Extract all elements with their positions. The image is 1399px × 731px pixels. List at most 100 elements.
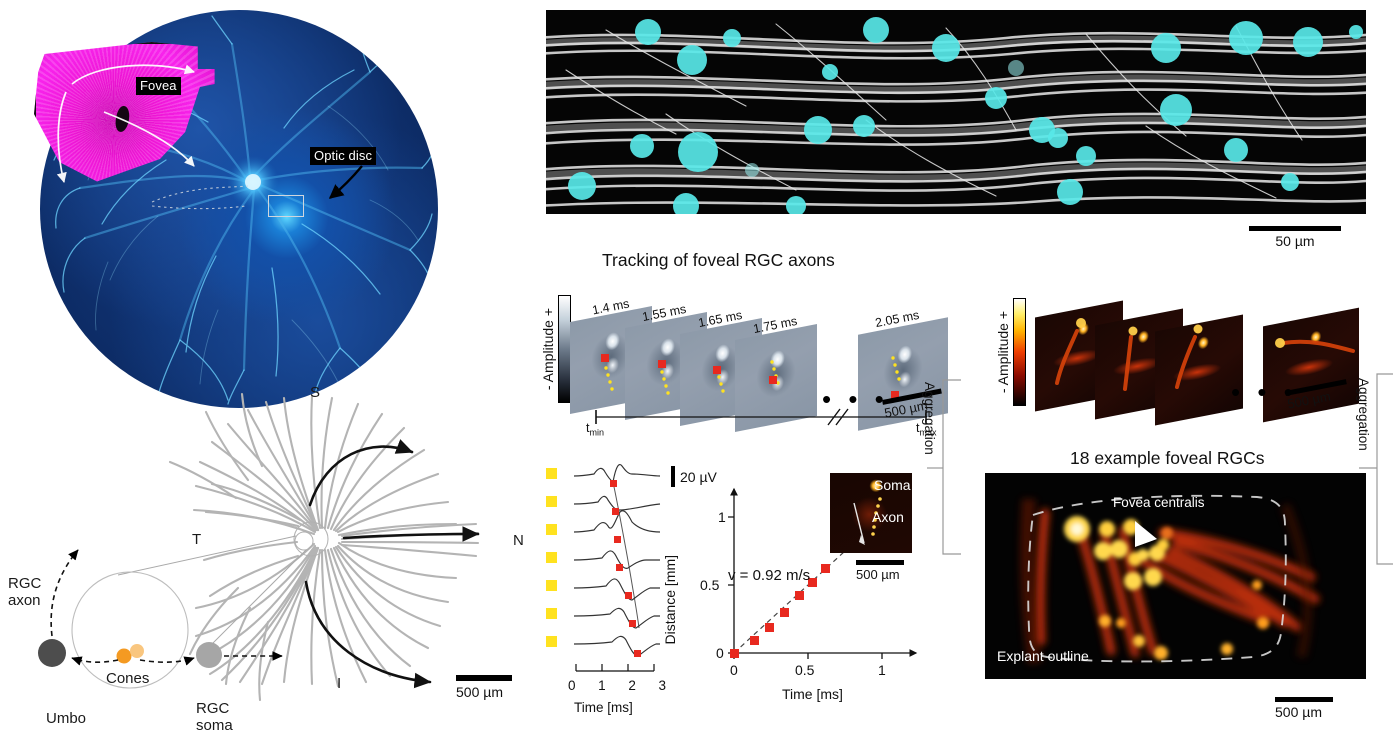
explant-outline-label: Explant outline <box>997 648 1089 664</box>
rgc-frame-stack: • • • 500 µm <box>1035 291 1399 426</box>
axon-flow-arrows <box>56 64 195 183</box>
waveform-xtick-3: 3 <box>658 678 666 693</box>
magnified-region-box <box>268 195 304 217</box>
scatter-ytick-2: 1 <box>718 509 726 525</box>
optic-disc-label: Optic disc <box>310 147 377 165</box>
distance-time-chart: 0 0.5 1 0 0.5 1 Time [ms] Distance [mm] … <box>662 455 950 725</box>
scatter-xtick-1: 0.5 <box>795 662 815 678</box>
waveform-xtick-0: 0 <box>568 678 576 693</box>
rgc-frames-panel: - Amplitude + <box>995 285 1399 450</box>
scatter-point <box>807 577 817 587</box>
schematic-panel: S T N I RGC axon Cones Umbo RGC soma 500… <box>0 370 540 731</box>
tracking-title: Tracking of foveal RGC axons <box>602 250 835 270</box>
soma-inset-scalebar: 500 µm <box>856 560 904 582</box>
label-temporal: T <box>192 531 202 548</box>
waveform-traces <box>573 463 661 657</box>
explant-panel: 18 example foveal RGCs <box>960 445 1399 731</box>
soma-inset-label: Soma <box>874 477 911 493</box>
scatter-point <box>779 607 789 617</box>
waveform-xaxis <box>575 664 655 672</box>
confocal-panel <box>546 10 1366 214</box>
waveform-xtick-2: 2 <box>628 678 636 693</box>
aggregation-bracket-right <box>1359 373 1393 565</box>
amplitude-scalebar-label: 20 µV <box>680 468 717 485</box>
schematic-scalebar-label: 500 µm <box>456 684 503 700</box>
timeline-tmin: tmin <box>586 421 604 438</box>
rgc-soma-label-line1: RGC <box>196 700 230 717</box>
fovea-label: Fovea <box>136 77 181 95</box>
confocal-scalebar: 50 µm <box>1249 226 1341 249</box>
scatter-xtick-2: 1 <box>878 662 886 678</box>
timeline-tmin-sub: min <box>589 427 604 438</box>
label-superior: S <box>310 384 321 401</box>
tracking-markers <box>601 354 901 399</box>
scatter-data-points <box>700 455 950 725</box>
waveform-panel: 20 µV 0 1 2 3 Time [ms] <box>540 460 735 725</box>
rgc-frame-traces <box>1055 318 1355 391</box>
fundus-panel: Fovea Optic disc <box>20 2 440 422</box>
timeline-tmax-sub: max <box>919 427 937 438</box>
timeline-tmax: tmax <box>916 421 937 438</box>
timeline-tmax-base: t <box>916 421 920 435</box>
axon-inset-label: Axon <box>872 509 904 525</box>
scatter-xtick-0: 0 <box>730 662 738 678</box>
waveform-channel-markers <box>546 468 557 647</box>
rgc-soma-label: RGC soma <box>196 700 233 731</box>
label-nasal: N <box>513 532 524 549</box>
soma-axon-inset: Soma Axon <box>830 473 912 553</box>
soma-axon-image <box>830 473 912 553</box>
aggregation-label-center: Aggregation <box>922 382 937 455</box>
explant-image: Fovea centralis Explant outline <box>985 473 1366 679</box>
optic-disc-arrow-icon <box>328 165 363 199</box>
cones-label: Cones <box>106 670 150 687</box>
soma-inset-scalebar-line <box>856 560 904 565</box>
explant-scalebar-line <box>1275 697 1333 702</box>
tracking-colorbar-label: - Amplitude + <box>540 307 556 391</box>
scatter-point <box>750 636 760 646</box>
explant-scalebar: 500 µm <box>1275 697 1333 720</box>
channel-square <box>546 636 557 647</box>
rgc-soma-label-line2: soma <box>196 717 233 731</box>
confocal-scalebar-line <box>1249 226 1341 231</box>
channel-square <box>546 580 557 591</box>
schematic-scalebar: 500 µm <box>456 675 512 700</box>
velocity-annotation: v = 0.92 m/s <box>728 567 811 584</box>
aggregation-label-right: Aggregation <box>1356 378 1371 451</box>
channel-square <box>546 468 557 479</box>
tracking-panel: Tracking of foveal RGC axons - Amplitude… <box>540 250 960 460</box>
tracking-colorbar: - Amplitude + <box>540 294 571 404</box>
amplitude-scalebar: 20 µV <box>671 466 717 487</box>
confocal-scalebar-label: 50 µm <box>1275 233 1315 249</box>
rgc-colorbar-gradient <box>1013 298 1026 406</box>
channel-square <box>546 608 557 619</box>
rgc-axon-label: RGC axon <box>8 575 41 609</box>
rgc-axon-label-line1: RGC <box>8 575 42 592</box>
rgc-ellipsis: • • • <box>1231 377 1298 407</box>
scatter-yaxis-label: Distance [mm] <box>662 555 678 645</box>
rgc-colorbar: - Amplitude + <box>995 297 1026 407</box>
waveform-xaxis-label: Time [ms] <box>574 700 633 715</box>
explant-title: 18 example foveal RGCs <box>1070 448 1265 468</box>
scatter-xaxis-label: Time [ms] <box>782 686 843 702</box>
fovea-centralis-label: Fovea centralis <box>1113 495 1205 510</box>
label-inferior: I <box>337 675 342 692</box>
schematic-scalebar-line <box>456 675 512 681</box>
aggregation-bracket-center <box>927 379 961 555</box>
rgc-colorbar-label: - Amplitude + <box>995 310 1011 394</box>
scatter-point <box>729 648 739 658</box>
soma-inset-scalebar-label: 500 µm <box>856 567 900 582</box>
scatter-point <box>794 591 804 601</box>
waveform-xtick-1: 1 <box>598 678 606 693</box>
scatter-ytick-0: 0 <box>716 645 724 661</box>
scatter-point <box>821 564 831 574</box>
explant-scalebar-label: 500 µm <box>1275 704 1322 720</box>
amplitude-scalebar-line <box>671 466 675 487</box>
tracking-timeline-axis <box>595 408 927 426</box>
rgc-axon-label-line2: axon <box>8 592 41 609</box>
scatter-point <box>765 622 775 632</box>
tracking-frame-stack: 1.4 ms 1.55 ms 1.65 ms 1.75 ms 2.05 ms •… <box>570 296 960 432</box>
axon-trajectory-drawing <box>38 392 480 702</box>
channel-square <box>546 524 557 535</box>
channel-square <box>546 496 557 507</box>
